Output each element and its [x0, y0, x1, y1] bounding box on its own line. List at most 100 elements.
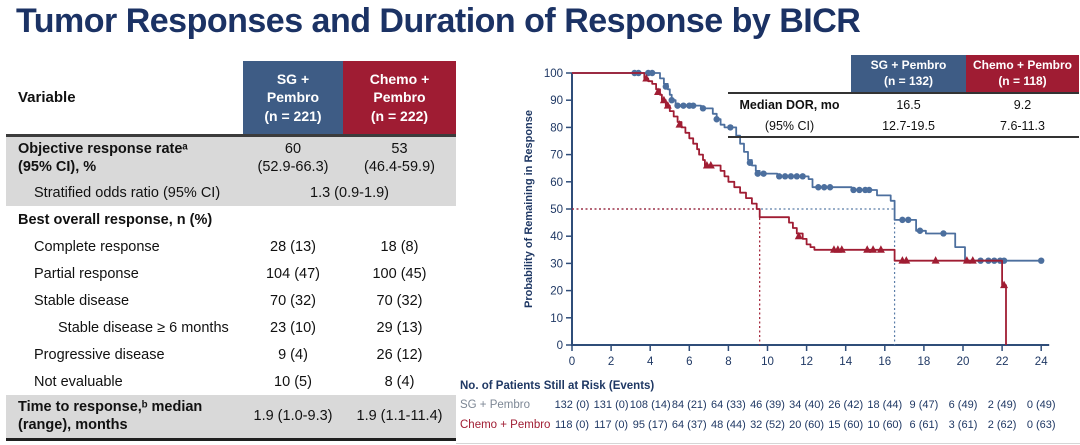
row-value-span: 1.3 (0.9-1.9) — [310, 184, 389, 201]
censor-triangle-marker — [663, 101, 672, 109]
response-table-row: Best overall response, n (%) — [6, 206, 456, 233]
row-value: 9 (4) — [278, 346, 308, 363]
censor-circle-marker — [826, 184, 834, 191]
response-table-header: Variable SG + Pembro (n = 221) Chemo + P… — [6, 61, 456, 137]
x-tick-label: 16 — [878, 356, 891, 368]
response-table-row: Stratified odds ratio (95% CI) 1.3 (0.9-1… — [6, 179, 456, 207]
censor-circle-marker — [713, 116, 720, 123]
row-label: Time to response,ᵇ median (range), month… — [18, 399, 203, 434]
row-value: 28 (13) — [270, 238, 316, 255]
row-value: 100 (45) — [372, 265, 427, 282]
risk-value: 10 (60) — [867, 419, 903, 431]
risk-value: 18 (44) — [867, 399, 903, 411]
slide-title: Tumor Responses and Duration of Response… — [16, 2, 861, 40]
risk-value: 46 (39) — [750, 399, 785, 411]
risk-row-label: SG + Pembro — [460, 399, 530, 411]
row-value: 23 (10) — [270, 319, 316, 336]
row-value: 1.9 (1.0-9.3) — [253, 408, 333, 425]
x-tick-label: 8 — [725, 356, 731, 368]
censor-circle-marker — [781, 173, 789, 180]
inset-label: Median DOR, mo — [739, 97, 840, 112]
inset-header-row: SG + Pembro (n = 132) Chemo + Pembro (n … — [728, 55, 1079, 95]
censor-triangle-marker — [869, 245, 878, 253]
censor-triangle-marker — [659, 95, 668, 104]
x-tick-label: 18 — [918, 356, 931, 368]
risk-value: 2 (49) — [987, 399, 1017, 411]
dor-chart-area: 0 10 20 30 40 50 60 70 80 90 100 0 2 4 6 8 10 12 14 16 18 20 2… — [520, 52, 1080, 445]
row-value: 1.9 (1.1-11.4) — [356, 408, 443, 425]
risk-row-label: Chemo + Pembro — [460, 419, 551, 431]
censor-triangle-marker — [863, 245, 872, 253]
response-table-row: Stable disease ≥ 6 months 23 (10) 29 (13) — [6, 314, 456, 341]
censor-circle-marker — [787, 173, 795, 180]
y-tick-label: 0 — [557, 340, 563, 352]
inset-value: 16.5 — [896, 97, 921, 112]
censor-circle-marker — [793, 173, 801, 180]
row-value: 10 (5) — [274, 373, 312, 390]
x-tick-label: 6 — [686, 356, 692, 368]
risk-value: 0 (63) — [1026, 419, 1056, 431]
x-tick-label: 0 — [569, 356, 575, 368]
row-label: Partial response — [34, 265, 139, 282]
censor-triangle-marker — [675, 120, 684, 128]
censor-circle-marker — [727, 124, 734, 131]
inset-label: (95% CI) — [764, 118, 815, 133]
censor-circle-marker — [815, 184, 822, 191]
response-table-row: Not evaluable 10 (5) 8 (4) — [6, 368, 456, 395]
censor-triangle-marker — [706, 160, 715, 169]
row-label: Best overall response, n (%) — [18, 211, 213, 228]
risk-value: 0 (49) — [1026, 399, 1056, 411]
row-label: Not evaluable — [34, 373, 123, 390]
censor-circle-marker — [754, 170, 761, 177]
inset-header-sg-pembro: SG + Pembro (n = 132) — [851, 55, 966, 93]
risk-value: 2 (62) — [987, 419, 1017, 431]
row-label: Complete response — [34, 238, 160, 255]
row-value — [243, 217, 343, 223]
censor-circle-marker — [820, 184, 828, 191]
row-label: Stratified odds ratio (95% CI) — [34, 184, 221, 201]
risk-value: 132 (0) — [554, 399, 590, 411]
inset-value: 9.2 — [1013, 97, 1032, 112]
risk-value: 32 (52) — [750, 419, 785, 431]
censor-triangle-marker — [837, 245, 846, 253]
risk-value: 64 (37) — [671, 419, 707, 431]
column-header-variable: Variable — [18, 89, 76, 106]
row-label: Progressive disease — [34, 346, 165, 363]
row-value: 8 (4) — [384, 373, 415, 390]
response-table-row: Objective response rateᵃ (95% CI), % 60 (… — [6, 137, 456, 180]
risk-value: 84 (21) — [671, 399, 707, 411]
risk-value: 117 (0) — [594, 419, 629, 431]
row-value: 104 (47) — [265, 265, 320, 282]
censor-circle-marker — [648, 69, 656, 77]
censor-triangle-marker — [931, 256, 940, 264]
risk-value: 118 (0) — [554, 419, 590, 431]
y-tick-label: 70 — [550, 150, 563, 162]
risk-table-title: No. of Patients Still at Risk (Events) — [460, 380, 655, 392]
censor-triangle-marker — [876, 245, 885, 253]
risk-row: Chemo + Pembro 118 (0) 117 (0) 95 (17) 64 (3… — [456, 419, 1080, 433]
censor-circle-marker — [856, 186, 863, 194]
censor-circle-marker — [674, 102, 681, 109]
inset-value: 12.7-19.5 — [882, 118, 935, 133]
censor-triangle-marker — [654, 87, 663, 96]
censor-circle-marker — [699, 105, 707, 112]
response-table-row: Stable disease 70 (32) 70 (32) — [6, 287, 456, 314]
x-tick-label: 4 — [647, 356, 654, 368]
inset-value: 7.6-11.3 — [1000, 118, 1045, 133]
column-header-chemo-pembro: Chemo + Pembro (n = 222) — [343, 61, 456, 134]
risk-value: 64 (33) — [710, 399, 746, 411]
censor-circle-marker — [799, 173, 806, 180]
response-table-row: Complete response 28 (13) 18 (8) — [6, 233, 456, 260]
row-label: Stable disease — [34, 292, 130, 309]
y-tick-label: 40 — [550, 231, 563, 243]
median-dor-inset-table: SG + Pembro (n = 132) Chemo + Pembro (n … — [728, 55, 1079, 139]
x-tick-label: 12 — [800, 356, 813, 368]
response-table-body: Objective response rateᵃ (95% CI), % 60 (… — [6, 137, 456, 438]
censor-triangle-marker — [962, 256, 971, 264]
risk-value: 48 (44) — [710, 419, 746, 431]
censor-circle-marker — [940, 230, 947, 237]
row-value: 29 (13) — [376, 319, 423, 336]
censor-triangle-marker — [902, 256, 911, 264]
risk-value: 34 (40) — [789, 399, 825, 411]
